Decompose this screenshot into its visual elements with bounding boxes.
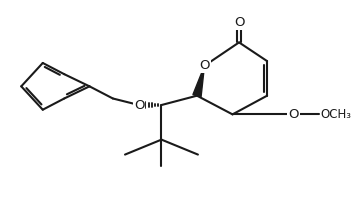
Text: O: O bbox=[234, 16, 244, 29]
Text: OCH₃: OCH₃ bbox=[321, 108, 351, 121]
Text: O: O bbox=[288, 108, 299, 121]
Text: O: O bbox=[199, 59, 210, 72]
Polygon shape bbox=[193, 66, 204, 97]
Text: O: O bbox=[134, 99, 144, 112]
